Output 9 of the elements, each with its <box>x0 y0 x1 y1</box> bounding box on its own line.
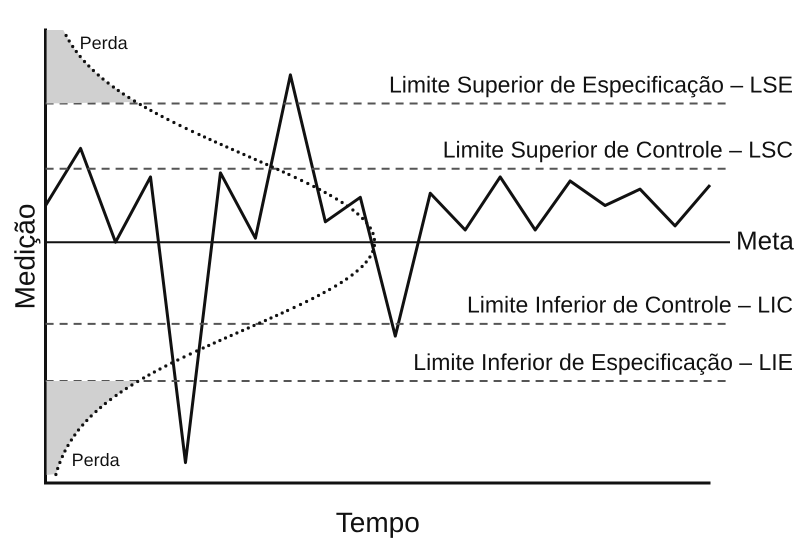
y-axis-title: Medição <box>10 204 41 310</box>
text: Perda <box>80 32 129 53</box>
x-axis-title: Tempo <box>336 506 420 538</box>
ref-line-label: Limite Inferior de Controle – LIC <box>467 292 793 318</box>
ref-line-label: Limite Superior de Controle – LSC <box>442 136 793 163</box>
ref-line-label: Meta <box>736 225 794 256</box>
annotation: Perda <box>72 450 121 470</box>
ref-line-label: Limite Superior de Especificação – LSE <box>389 71 793 98</box>
ref-line-label: Limite Inferior de Especificação – LIE <box>413 348 793 375</box>
